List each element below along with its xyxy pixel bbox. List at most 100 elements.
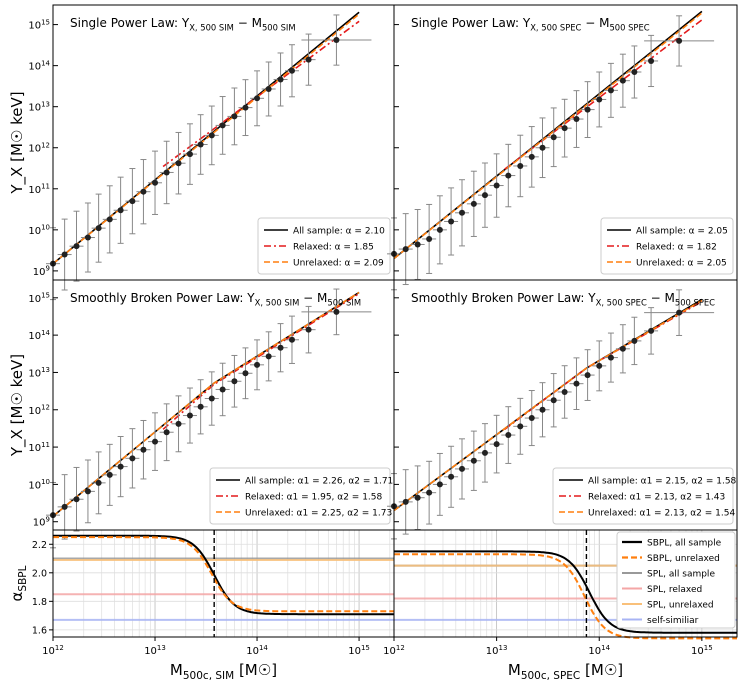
data-point [550,134,557,141]
data-point [333,308,340,315]
data-point [163,169,170,176]
data-point [288,336,295,343]
data-point [459,209,466,216]
data-point [426,235,433,242]
data-point [561,125,568,132]
legend: All sample: α = 2.10 Relaxed: α = 1.85 Unr… [257,217,391,275]
y-axis-label: αSBPL​ [8,565,29,601]
data-point [208,132,215,139]
data-point [631,337,638,344]
y-tick-label: 1010​ [28,224,50,237]
data-point [208,395,215,402]
panel-top-right: Single Power Law: YX, 500 SPEC​ − M500 S… [387,4,738,291]
data-point [73,243,80,250]
y-tick-label: 1011​ [28,441,50,454]
data-point [175,160,182,167]
legend-label: Unrelaxed: α = 2.05 [636,259,727,269]
legend-box [616,531,736,629]
data-point [231,113,238,120]
data-point [152,179,159,186]
data-point [436,226,443,233]
data-point [305,56,312,63]
panel-bottom-right: 1012​ 1013​ 1014​ 1015​ M500c, SPEC​ [M☉] SBP… [383,529,738,680]
legend: All sample: α1 = 2.26, α2 = 1.71 Relaxed:… [209,467,393,525]
data-point [106,216,113,223]
data-point [305,326,312,333]
y-tick-label: 1.8 [32,597,47,608]
legend-label: All sample: α1 = 2.26, α2 = 1.71 [245,477,393,487]
series-line-relaxed [162,292,360,430]
y-tick-label: 109​ [33,265,50,278]
data-point [539,144,546,151]
panel-top-left: 109​ 1010​ 1011​ 1012​ 1013​ 1014​ 1015​ Single… [8,4,395,301]
data-point [163,429,170,436]
legend-box [552,467,734,525]
data-point [140,188,147,195]
y-tick-label: 109​ [33,516,50,529]
legend-box [600,217,734,275]
data-point [106,471,113,478]
y-tick-label: 2.2 [32,540,47,551]
data-point [288,67,295,74]
data-point [265,353,272,360]
data-point [459,465,466,472]
data-point [186,412,193,419]
y-tick-label: 1011​ [28,183,50,196]
data-point [197,141,204,148]
x-tick-label: 1013​ [486,644,508,657]
y-tick-label: 1015​ [28,18,50,31]
x-tick-label: 1013​ [144,644,166,657]
data-point [539,406,546,413]
data-point [414,494,421,501]
data-point [631,68,638,75]
sbpl-curve [394,553,737,640]
sbpl-curve [394,550,737,634]
y-axis-label: Y_X [M☉ keV] [8,354,27,457]
sbpl-curve [53,534,394,616]
legend-label: All sample: α = 2.10 [293,227,385,237]
data-point [95,479,102,486]
data-point [470,200,477,207]
data-point [426,489,433,496]
data-point [117,463,124,470]
data-point [584,106,591,113]
series-line-unrelaxed [393,299,703,512]
data-point [242,104,249,111]
data-point [402,498,409,505]
data-point [140,446,147,453]
data-point [254,361,261,368]
data-point [117,207,124,214]
data-point [648,327,655,334]
y-tick-label: 1014​ [28,59,50,72]
x-axis-label: M500c, SPEC​ [M☉] [508,661,623,680]
panel-title: Smoothly Broken Power Law: YX, 500 SIM​ … [70,291,361,307]
legend-box [209,467,391,525]
data-point [175,420,182,427]
data-point [493,441,500,448]
y-tick-label: 1013​ [28,366,50,379]
data-point [517,423,524,430]
data-point [73,496,80,503]
panel-title: Smoothly Broken Power Law: YX, 500 SPEC​… [411,291,715,307]
data-point [436,481,443,488]
data-point [596,362,603,369]
data-point [265,85,272,92]
legend-label: All sample: α = 2.05 [636,227,728,237]
data-point [584,372,591,379]
legend-label: SBPL, unrelaxed [647,554,720,564]
data-point [231,378,238,385]
data-point [561,388,568,395]
legend-label: Unrelaxed: α1 = 2.25, α2 = 1.73 [245,509,392,519]
y-tick-label: 1013​ [28,100,50,113]
data-point [219,386,226,393]
legend: SBPL, all sample SBPL, unrelaxed SPL, all … [616,531,736,629]
data-point [528,153,535,160]
legend-label: self-similiar [647,616,699,626]
series-line-relaxed [504,300,703,430]
y-tick-label: 1015​ [28,292,50,305]
y-tick-label: 1014​ [28,329,50,342]
data-point [84,234,91,241]
sbpl-curve [53,536,394,613]
data-point [448,218,455,225]
